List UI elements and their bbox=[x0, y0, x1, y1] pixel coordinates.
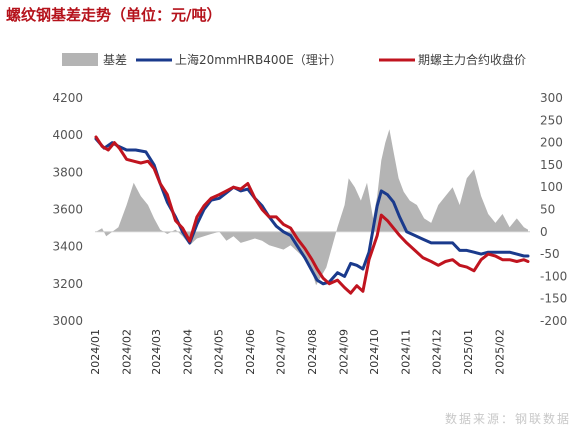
x-tick-label: 2024/10 bbox=[368, 329, 381, 375]
chart-title: 螺纹钢基差走势（单位：元/吨） bbox=[6, 6, 222, 24]
x-tick-label: 2024/08 bbox=[306, 329, 319, 375]
x-tick-label: 2024/12 bbox=[430, 329, 443, 375]
y-right-tick-label: -200 bbox=[540, 314, 567, 328]
x-tick-label: 2024/05 bbox=[212, 329, 225, 375]
x-tick-label: 2024/11 bbox=[400, 329, 413, 375]
x-tick-label: 2024/07 bbox=[274, 329, 287, 375]
y-left-tick-label: 3600 bbox=[52, 203, 83, 217]
axes-layer: 3000320034003600380040004200-200-150-100… bbox=[52, 91, 567, 375]
y-left-tick-label: 3000 bbox=[52, 314, 83, 328]
legend-swatch-basis bbox=[62, 53, 98, 66]
basis-area bbox=[96, 129, 528, 286]
y-right-tick-label: 0 bbox=[540, 225, 548, 239]
legend-label-futures: 期螺主力合约收盘价 bbox=[418, 52, 526, 67]
y-right-tick-label: -100 bbox=[540, 269, 567, 283]
x-tick-label: 2024/03 bbox=[150, 329, 163, 375]
area-layer bbox=[96, 129, 528, 286]
y-right-tick-label: 300 bbox=[540, 91, 563, 105]
source-note: 数据来源：钢联数据 bbox=[444, 412, 571, 426]
y-right-tick-label: 100 bbox=[540, 180, 563, 194]
legend: 基差 上海20mmHRB400E（理计） 期螺主力合约收盘价 bbox=[62, 52, 526, 67]
y-left-tick-label: 3200 bbox=[52, 277, 83, 291]
legend-label-basis: 基差 bbox=[103, 53, 127, 67]
lines-layer bbox=[94, 135, 530, 295]
x-tick-label: 2024/01 bbox=[89, 329, 102, 375]
y-right-tick-label: 150 bbox=[540, 158, 563, 172]
futures-close-price-line bbox=[94, 135, 530, 295]
legend-label-shanghai: 上海20mmHRB400E（理计） bbox=[175, 52, 342, 67]
y-left-tick-label: 3800 bbox=[52, 165, 83, 179]
y-right-tick-label: -50 bbox=[540, 247, 560, 261]
x-tick-label: 2024/02 bbox=[121, 329, 134, 375]
y-left-tick-label: 4000 bbox=[52, 128, 83, 142]
x-tick-label: 2025/01 bbox=[462, 329, 475, 375]
x-tick-label: 2024/04 bbox=[182, 329, 195, 375]
x-tick-label: 2025/02 bbox=[493, 329, 506, 375]
y-right-tick-label: -150 bbox=[540, 292, 567, 306]
y-left-tick-label: 3400 bbox=[52, 240, 83, 254]
y-left-tick-label: 4200 bbox=[52, 91, 83, 105]
y-right-tick-label: 200 bbox=[540, 136, 563, 150]
y-right-tick-label: 250 bbox=[540, 113, 563, 127]
y-right-tick-label: 50 bbox=[540, 203, 555, 217]
x-tick-label: 2024/06 bbox=[244, 329, 257, 375]
x-tick-label: 2024/09 bbox=[338, 329, 351, 375]
